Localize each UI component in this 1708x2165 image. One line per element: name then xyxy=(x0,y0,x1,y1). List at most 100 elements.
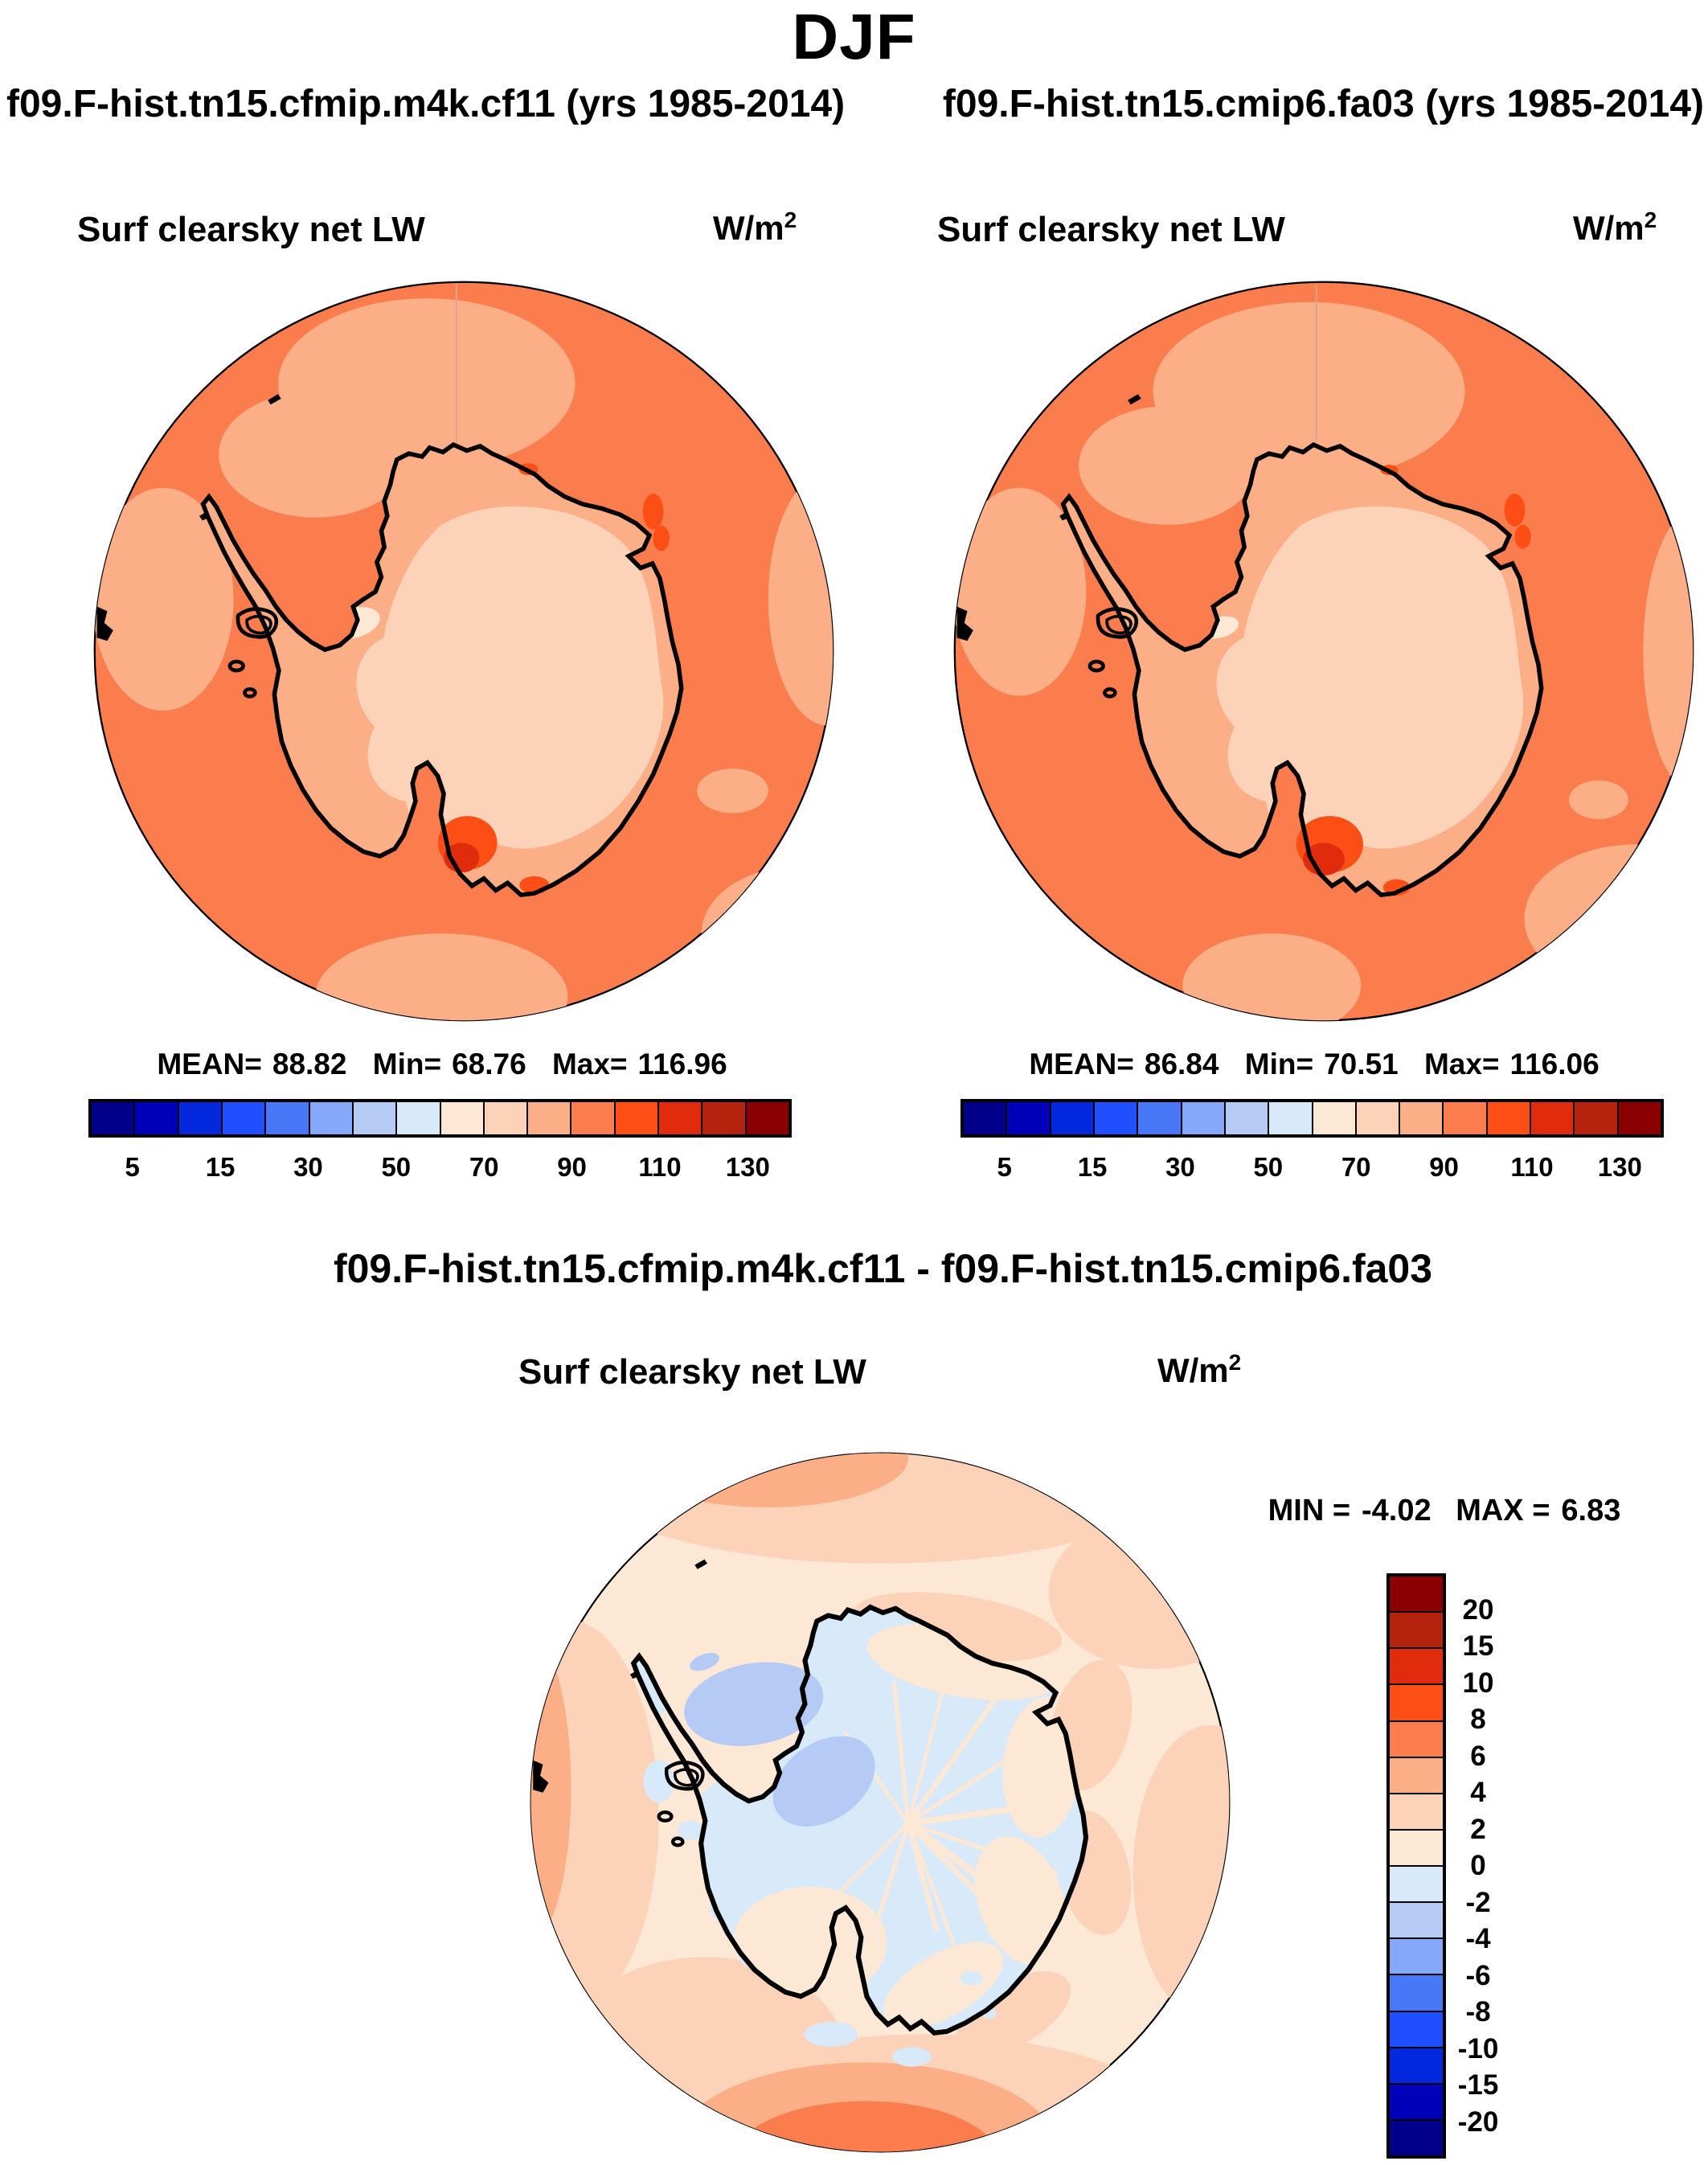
colorbar-tick-label: 6 xyxy=(1470,1740,1486,1772)
colorbar-tick-label: 5 xyxy=(125,1152,140,1182)
colorbar-cell xyxy=(1487,1102,1532,1134)
colorbar-cell xyxy=(397,1102,441,1134)
colorbar-cell xyxy=(222,1102,267,1134)
min-value: 68.76 xyxy=(452,1048,526,1080)
units-label-diff: W/m2 xyxy=(1157,1350,1241,1390)
colorbar-tick-label: 15 xyxy=(205,1152,236,1182)
field-label-left: Surf clearsky net LW xyxy=(77,210,425,249)
colorbar-tick-label: -4 xyxy=(1465,1923,1491,1954)
diff-max-label: MAX = xyxy=(1456,1494,1550,1527)
colorbar-cell xyxy=(746,1102,788,1134)
colorbar-cell xyxy=(1390,1577,1443,1613)
colorbar-cell xyxy=(964,1102,1008,1134)
colorbar-tick-label: 2 xyxy=(1470,1813,1486,1845)
colorbar-cell xyxy=(1313,1102,1357,1134)
colorbar-tick-label: 10 xyxy=(1462,1667,1494,1699)
colorbar-tick-label: -10 xyxy=(1457,2032,1499,2065)
colorbar-cell xyxy=(1094,1102,1139,1134)
max-value: 116.96 xyxy=(637,1048,727,1080)
colorbar-cell xyxy=(571,1102,616,1134)
colorbar-cell xyxy=(1051,1102,1095,1134)
colorbar-cell xyxy=(1269,1102,1313,1134)
units-exponent: 2 xyxy=(1228,1350,1242,1375)
colorbar-diff-labels: 20 15 10 8 6 4 2 0 -2 -4 -6 -8 -10 -15 -20 xyxy=(1434,1573,1522,2159)
diff-minmax-line: MIN = -4.02 MAX = 6.83 xyxy=(1203,1494,1685,1528)
colorbar-tick-label: 50 xyxy=(1253,1152,1284,1182)
colorbar-cell xyxy=(440,1102,485,1134)
field-label-diff: Surf clearsky net LW xyxy=(518,1352,866,1392)
colorbar-cell xyxy=(1390,2011,1443,2048)
colorbar-cell xyxy=(135,1102,179,1134)
colorbar-tick-label: 130 xyxy=(1597,1152,1642,1182)
diff-min-value: -4.02 xyxy=(1362,1494,1432,1527)
mean-value: 86.84 xyxy=(1144,1048,1219,1080)
colorbar-left xyxy=(88,1099,792,1138)
colorbar-cell xyxy=(353,1102,398,1134)
min-value: 70.51 xyxy=(1324,1048,1399,1080)
colorbar-cell xyxy=(1007,1102,1051,1134)
map-left-polar-plot xyxy=(93,281,834,1022)
colorbar-tick-label: 50 xyxy=(381,1152,412,1182)
ross-negative-patches xyxy=(684,1653,875,1827)
colorbar-tick-label: 90 xyxy=(1429,1152,1459,1182)
colorbar-cell xyxy=(615,1102,660,1134)
colorbar-cell xyxy=(309,1102,354,1134)
colorbar-cell xyxy=(1390,2048,1443,2085)
units-label-right: W/m2 xyxy=(1573,207,1657,248)
colorbar-cell xyxy=(1225,1102,1270,1134)
colorbar-tick-label: -15 xyxy=(1457,2069,1499,2101)
units-label-left: W/m2 xyxy=(713,207,797,248)
colorbar-cell xyxy=(528,1102,572,1134)
colorbar-cell xyxy=(1618,1102,1661,1134)
colorbar-cell xyxy=(659,1102,703,1134)
colorbar-cell xyxy=(1390,1721,1443,1758)
colorbar-tick-label: -8 xyxy=(1465,1996,1491,2028)
units-base: W/m xyxy=(1157,1351,1229,1389)
colorbar-tick-label: 110 xyxy=(1510,1152,1554,1182)
colorbar-cell xyxy=(1390,1757,1443,1794)
subtitle-right-case: f09.F-hist.tn15.cmip6.fa03 (yrs 1985-201… xyxy=(942,83,1704,125)
colorbar-cell xyxy=(1390,1975,1443,2012)
radial-streaks xyxy=(829,1660,1067,1973)
units-base: W/m xyxy=(1573,209,1645,247)
colorbar-cell xyxy=(1138,1102,1182,1134)
max-label: Max= xyxy=(1423,1048,1500,1080)
colorbar-tick-label: 110 xyxy=(638,1152,682,1182)
colorbar-cell xyxy=(702,1102,747,1134)
max-label: Max= xyxy=(551,1048,628,1080)
stats-line-right: MEAN= 86.84 Min= 70.51 Max= 116.06 xyxy=(952,1048,1676,1081)
units-base: W/m xyxy=(713,209,784,247)
mean-label: MEAN= xyxy=(1029,1048,1134,1080)
diff-max-value: 6.83 xyxy=(1561,1494,1621,1527)
colorbar-tick-label: 90 xyxy=(557,1152,587,1182)
units-exponent: 2 xyxy=(784,207,797,232)
colorbar-cell xyxy=(1390,1903,1443,1940)
colorbar-cell xyxy=(1390,1613,1443,1650)
colorbar-diff xyxy=(1386,1573,1446,2159)
colorbar-cell xyxy=(1390,1830,1443,1867)
colorbar-right-labels: 5 15 30 50 70 90 110 130 xyxy=(960,1152,1664,1187)
colorbar-tick-label: 15 xyxy=(1077,1152,1108,1182)
colorbar-tick-label: 8 xyxy=(1470,1704,1486,1735)
colorbar-tick-label: 4 xyxy=(1470,1777,1486,1808)
colorbar-tick-label: 70 xyxy=(1341,1152,1371,1182)
colorbar-cell xyxy=(1390,1939,1443,1976)
colorbar-cell xyxy=(1182,1102,1226,1134)
subtitle-left-case: f09.F-hist.tn15.cfmip.m4k.cf11 (yrs 1985… xyxy=(6,83,846,125)
colorbar-cell xyxy=(1390,2120,1443,2155)
colorbar-right xyxy=(960,1099,1664,1138)
colorbar-cell xyxy=(1400,1102,1444,1134)
min-label: Min= xyxy=(372,1048,442,1080)
colorbar-cell xyxy=(178,1102,223,1134)
mean-label: MEAN= xyxy=(157,1048,262,1080)
colorbar-cell xyxy=(1390,1685,1443,1722)
map-diff-polar-plot xyxy=(530,1452,1231,2153)
diff-panel-title: f09.F-hist.tn15.cfmip.m4k.cf11 - f09.F-h… xyxy=(333,1246,1433,1291)
colorbar-cell xyxy=(266,1102,310,1134)
colorbar-left-labels: 5 15 30 50 70 90 110 130 xyxy=(88,1152,792,1187)
colorbar-cell xyxy=(484,1102,529,1134)
stats-line-left: MEAN= 88.82 Min= 68.76 Max= 116.96 xyxy=(80,1048,804,1081)
colorbar-tick-label: -20 xyxy=(1457,2106,1499,2138)
colorbar-cell xyxy=(1390,2084,1443,2121)
